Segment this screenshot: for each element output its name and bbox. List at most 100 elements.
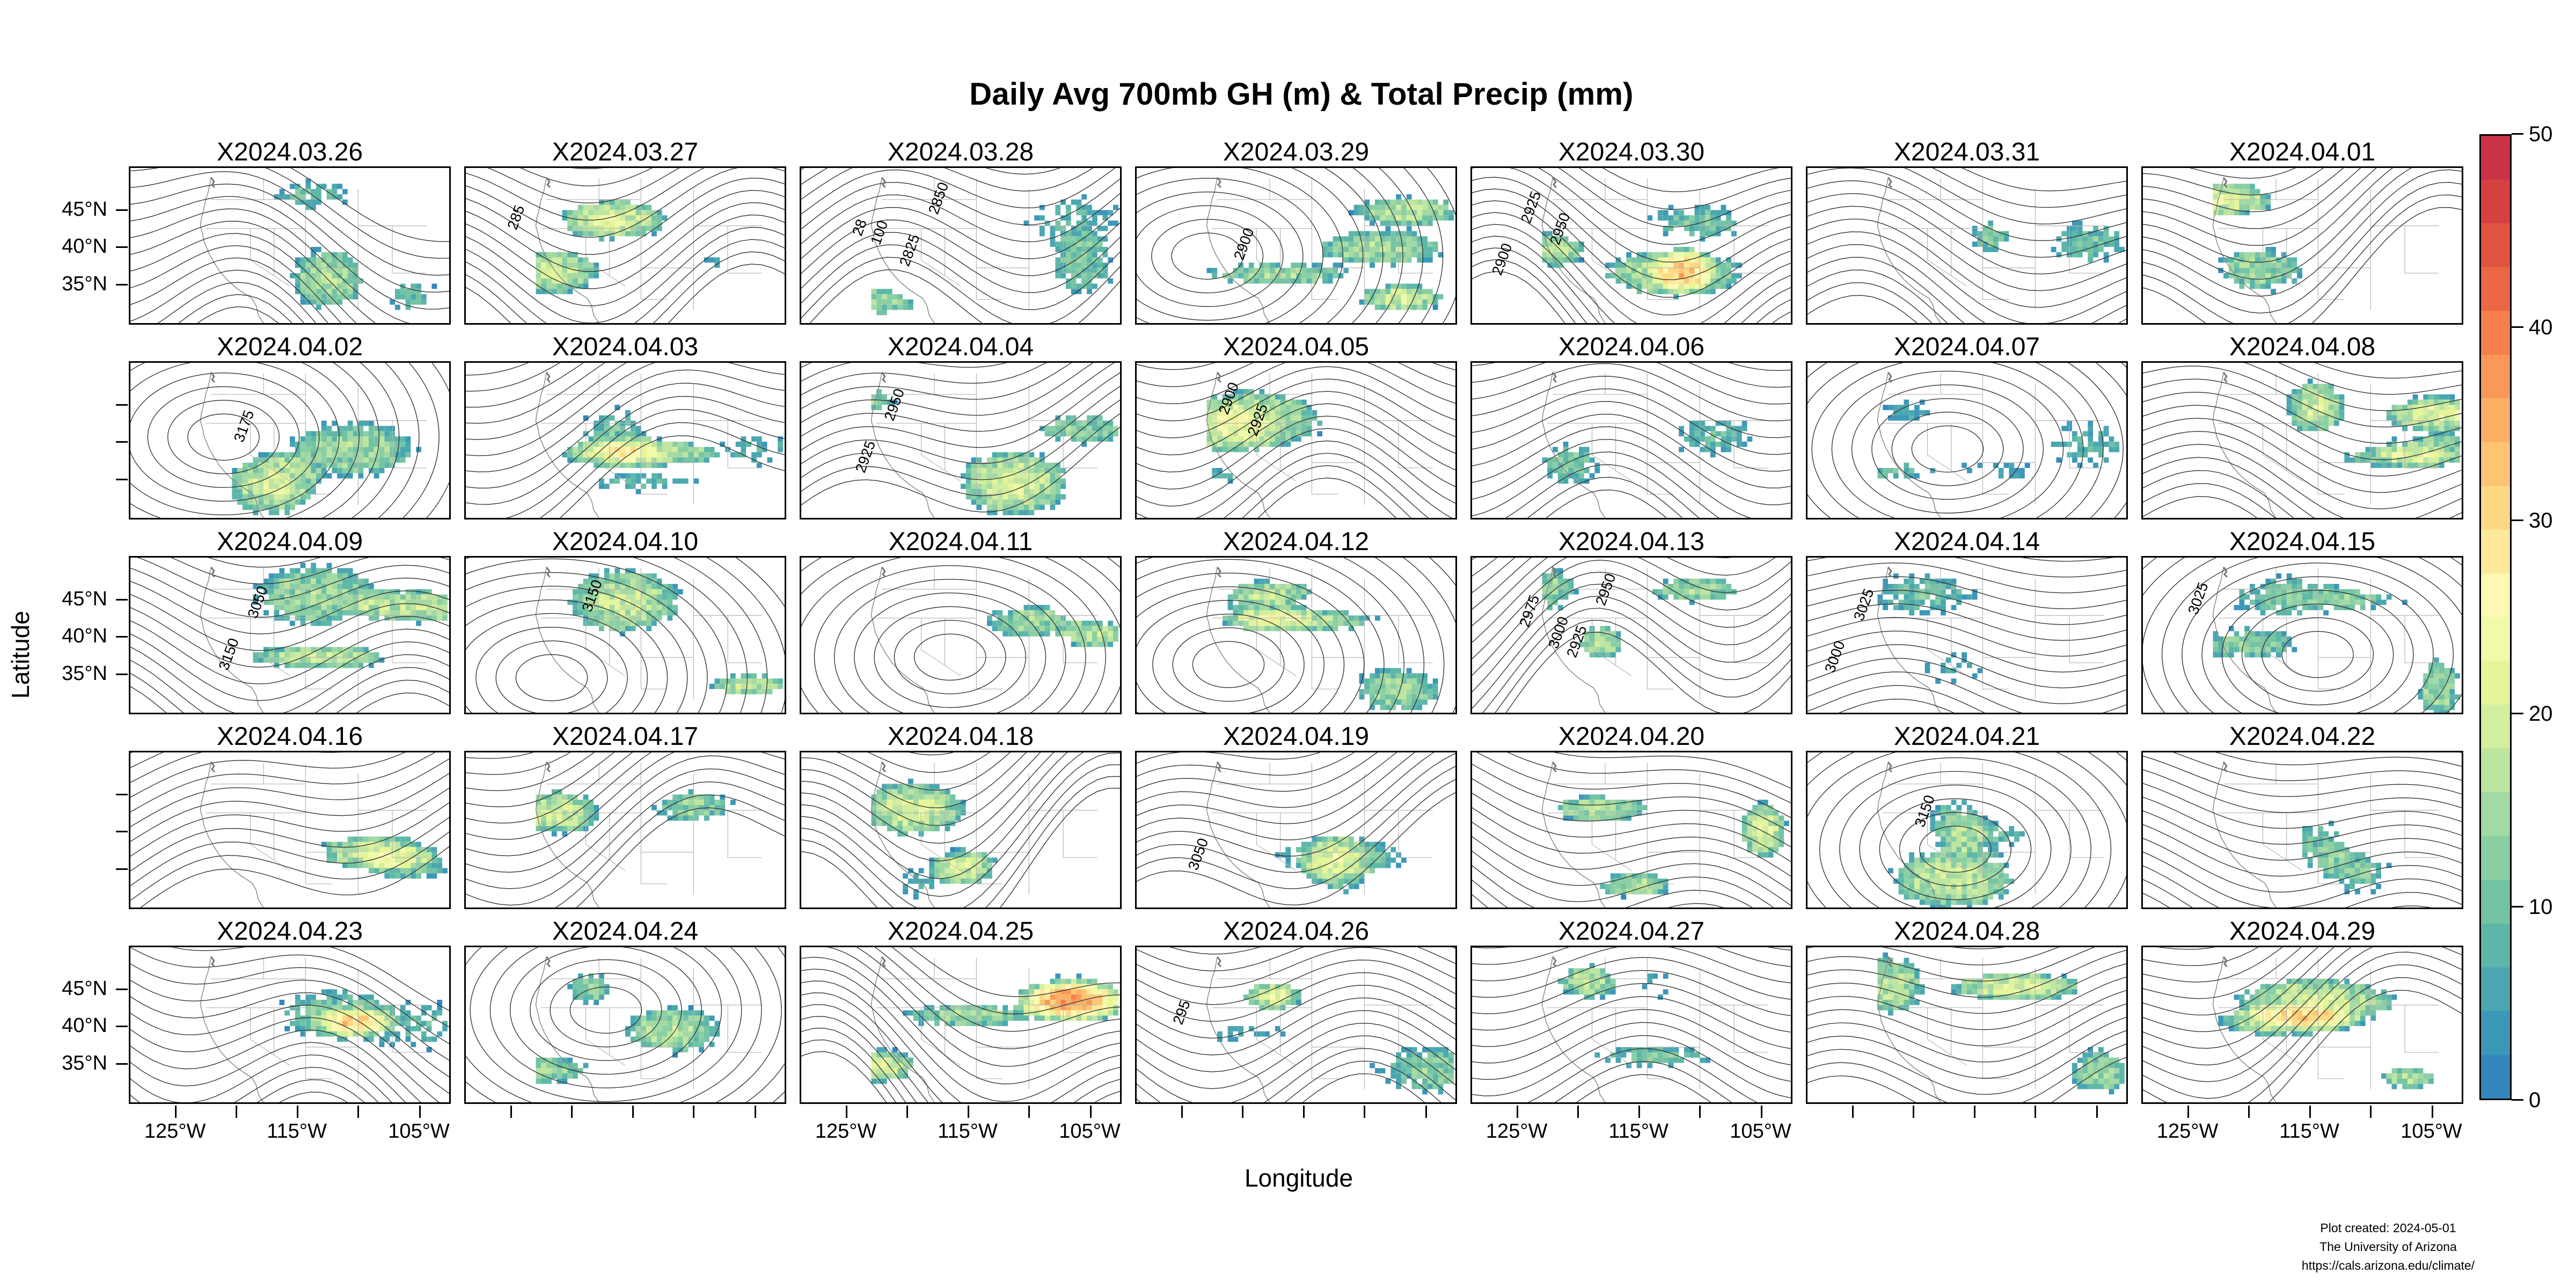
state-boundary [2404,225,2439,274]
lon-tick [1699,1106,1701,1118]
state-boundary [1646,852,1674,884]
panel-map: 2925 2950 2975 3000 [1470,556,1792,714]
lat-tick [116,209,128,211]
lat-label: 45°N [62,588,107,611]
state-boundary [1311,657,1338,690]
state-boundary [2035,189,2104,226]
panel-map [1135,556,1457,714]
map-plot [130,168,449,323]
island-outline [1887,566,1892,578]
state-boundary [250,1007,290,1066]
state-boundary [1256,618,1297,676]
coastline [2212,763,2277,908]
panel-title: X2024.04.20 [1558,722,1705,751]
map-plot [1807,168,2126,323]
state-boundary [2069,810,2104,858]
island-outline [2222,956,2228,968]
state-boundary [693,579,762,616]
state-boundary [1927,228,1967,287]
credit-url: https://cals.arizona.edu/climate/ [2301,1258,2475,1272]
map-panel: X2024.04.06 [1470,334,1792,519]
state-boundary [2069,1005,2104,1053]
panel-title: X2024.04.10 [552,528,699,556]
state-boundary [1364,773,1433,811]
state-boundary [1591,618,1632,676]
panel-map [800,751,1122,909]
lon-tick [1425,1106,1427,1118]
colorbar-label: 20 [2529,702,2553,726]
contour-label: 295 [1169,998,1194,1027]
state-boundary [1646,1047,1674,1079]
panel-title: X2024.04.19 [1223,722,1370,751]
lat-tick [116,1063,128,1065]
lon-tick [693,1106,695,1118]
state-boundary [1028,773,1097,811]
contour-label: 28 [848,217,870,238]
state-boundary [1398,420,1433,469]
state-boundary [1733,225,1768,274]
precip-field [1877,952,2125,1095]
coastline [1877,178,1941,323]
panel-title: X2024.04.27 [1558,917,1705,946]
colorbar-tick [2512,326,2523,328]
colorbar-tick [2512,906,2523,908]
state-boundary [1364,189,1433,226]
panel-map: 3025 [2141,556,2463,714]
coastline [200,178,264,323]
panel-title: X2024.04.07 [1893,333,2040,361]
height-contours [2143,168,2462,323]
state-boundary [585,618,626,676]
state-boundary [640,852,668,884]
map-plot: 285 [466,168,785,323]
lon-label: 115°W [2279,1120,2339,1143]
lon-tick [754,1106,756,1118]
height-contours [130,363,449,518]
precip-field [1217,984,1454,1095]
panel-title: X2024.04.14 [1893,528,2040,556]
lat-tick [116,283,128,286]
state-boundary [976,810,1029,853]
colorbar-label: 30 [2529,509,2553,532]
y-axis-title: Latitude [6,611,34,699]
map-plot [1807,947,2126,1102]
height-contours [1472,168,1791,323]
lat-tick [116,246,128,248]
map-panel: X2024.04.20 [1470,723,1792,909]
state-boundary [250,813,290,871]
state-boundary [2069,225,2104,274]
state-boundary [392,810,427,858]
state-boundary [920,1007,961,1066]
coastline [1206,373,1270,518]
panel-title: X2024.04.17 [552,722,699,751]
map-panel: X2024.04.15 3025 [2141,529,2463,714]
island-outline [881,761,886,773]
island-outline [545,177,551,188]
coastline [200,373,264,518]
state-boundary [250,618,290,676]
panel-title: X2024.03.27 [552,138,699,166]
lon-label: 105°W [2401,1120,2462,1143]
map-plot [466,947,785,1102]
lat-label: 35°N [62,272,107,295]
lat-label: 40°N [62,1014,107,1037]
state-boundary [1982,1047,2009,1079]
state-boundary [2404,1005,2439,1053]
panel-map [129,166,451,325]
island-outline [545,761,551,773]
lon-tick [2248,1106,2250,1118]
state-boundary [1364,384,1433,421]
map-plot [466,363,785,518]
panel-title: X2024.04.23 [216,917,363,946]
height-contours [1137,947,1455,1102]
credit-date: Plot created: 2024-05-01 [2320,1221,2456,1235]
contour-label: 3050 [1184,836,1211,873]
state-boundary [976,463,1003,495]
state-boundary [2370,773,2439,811]
contour-label: 2850 [925,180,952,216]
state-boundary [1982,420,2036,463]
panel-title: X2024.04.04 [887,333,1034,361]
lon-label: 125°W [2156,1120,2219,1143]
lon-tick [1974,1106,1976,1118]
height-contours [466,752,785,908]
panel-map: 2925 2950 [800,361,1122,519]
